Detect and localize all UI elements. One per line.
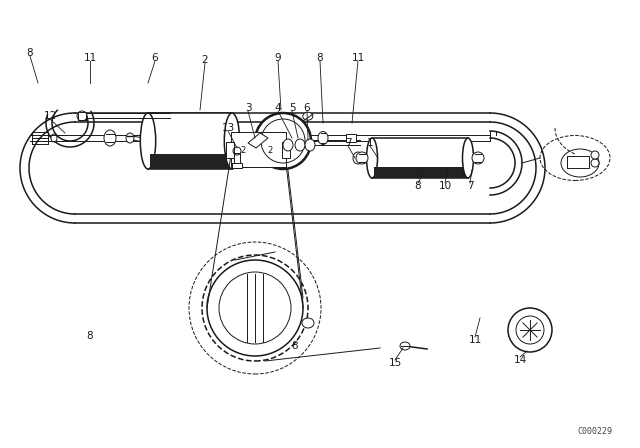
Ellipse shape xyxy=(353,152,363,164)
Bar xyxy=(150,154,230,169)
Bar xyxy=(567,156,589,168)
Text: 12: 12 xyxy=(44,111,56,121)
Bar xyxy=(231,132,286,167)
Text: 8: 8 xyxy=(317,53,323,63)
Ellipse shape xyxy=(224,113,240,169)
Circle shape xyxy=(591,151,599,159)
Text: 11: 11 xyxy=(351,53,365,63)
Ellipse shape xyxy=(356,152,368,164)
Bar xyxy=(346,134,356,142)
Text: 8: 8 xyxy=(415,181,421,191)
Text: 11: 11 xyxy=(468,335,482,345)
Bar xyxy=(234,153,240,165)
Circle shape xyxy=(202,255,308,361)
Text: 4: 4 xyxy=(275,103,282,113)
Text: 7: 7 xyxy=(467,181,474,191)
Ellipse shape xyxy=(463,138,474,178)
Text: 8: 8 xyxy=(27,48,33,58)
Ellipse shape xyxy=(318,132,328,145)
Ellipse shape xyxy=(77,111,87,121)
Ellipse shape xyxy=(126,133,134,143)
Bar xyxy=(374,167,466,178)
Text: 9: 9 xyxy=(275,53,282,63)
Text: 1: 1 xyxy=(367,138,373,148)
Ellipse shape xyxy=(51,134,57,142)
Ellipse shape xyxy=(367,138,378,178)
Text: 10: 10 xyxy=(438,181,452,191)
Text: 6: 6 xyxy=(152,53,158,63)
Ellipse shape xyxy=(303,112,313,120)
Ellipse shape xyxy=(302,318,314,328)
Text: 6: 6 xyxy=(304,103,310,113)
Circle shape xyxy=(591,159,599,167)
Polygon shape xyxy=(248,133,268,148)
Bar xyxy=(226,142,234,158)
Ellipse shape xyxy=(255,113,311,169)
Ellipse shape xyxy=(540,135,610,181)
Text: 14: 14 xyxy=(513,355,527,365)
Text: 5: 5 xyxy=(289,103,295,113)
Ellipse shape xyxy=(400,342,410,350)
Text: 8: 8 xyxy=(86,331,93,341)
Text: 8: 8 xyxy=(292,341,298,351)
Bar xyxy=(282,142,290,158)
Circle shape xyxy=(508,308,552,352)
Bar xyxy=(372,138,468,178)
Text: 11: 11 xyxy=(83,53,97,63)
Text: 2: 2 xyxy=(202,55,208,65)
Text: C000229: C000229 xyxy=(577,427,612,436)
Text: 3: 3 xyxy=(244,103,252,113)
Ellipse shape xyxy=(305,139,315,151)
Bar xyxy=(232,163,242,168)
Text: 2: 2 xyxy=(241,146,246,155)
Ellipse shape xyxy=(140,113,156,169)
Ellipse shape xyxy=(295,139,305,151)
Ellipse shape xyxy=(472,152,484,164)
Bar xyxy=(148,113,232,169)
Text: 2: 2 xyxy=(268,146,273,155)
Text: 15: 15 xyxy=(388,358,402,368)
Ellipse shape xyxy=(104,130,116,146)
Text: 13: 13 xyxy=(221,123,235,133)
Text: 7: 7 xyxy=(345,138,351,148)
Ellipse shape xyxy=(283,139,293,151)
